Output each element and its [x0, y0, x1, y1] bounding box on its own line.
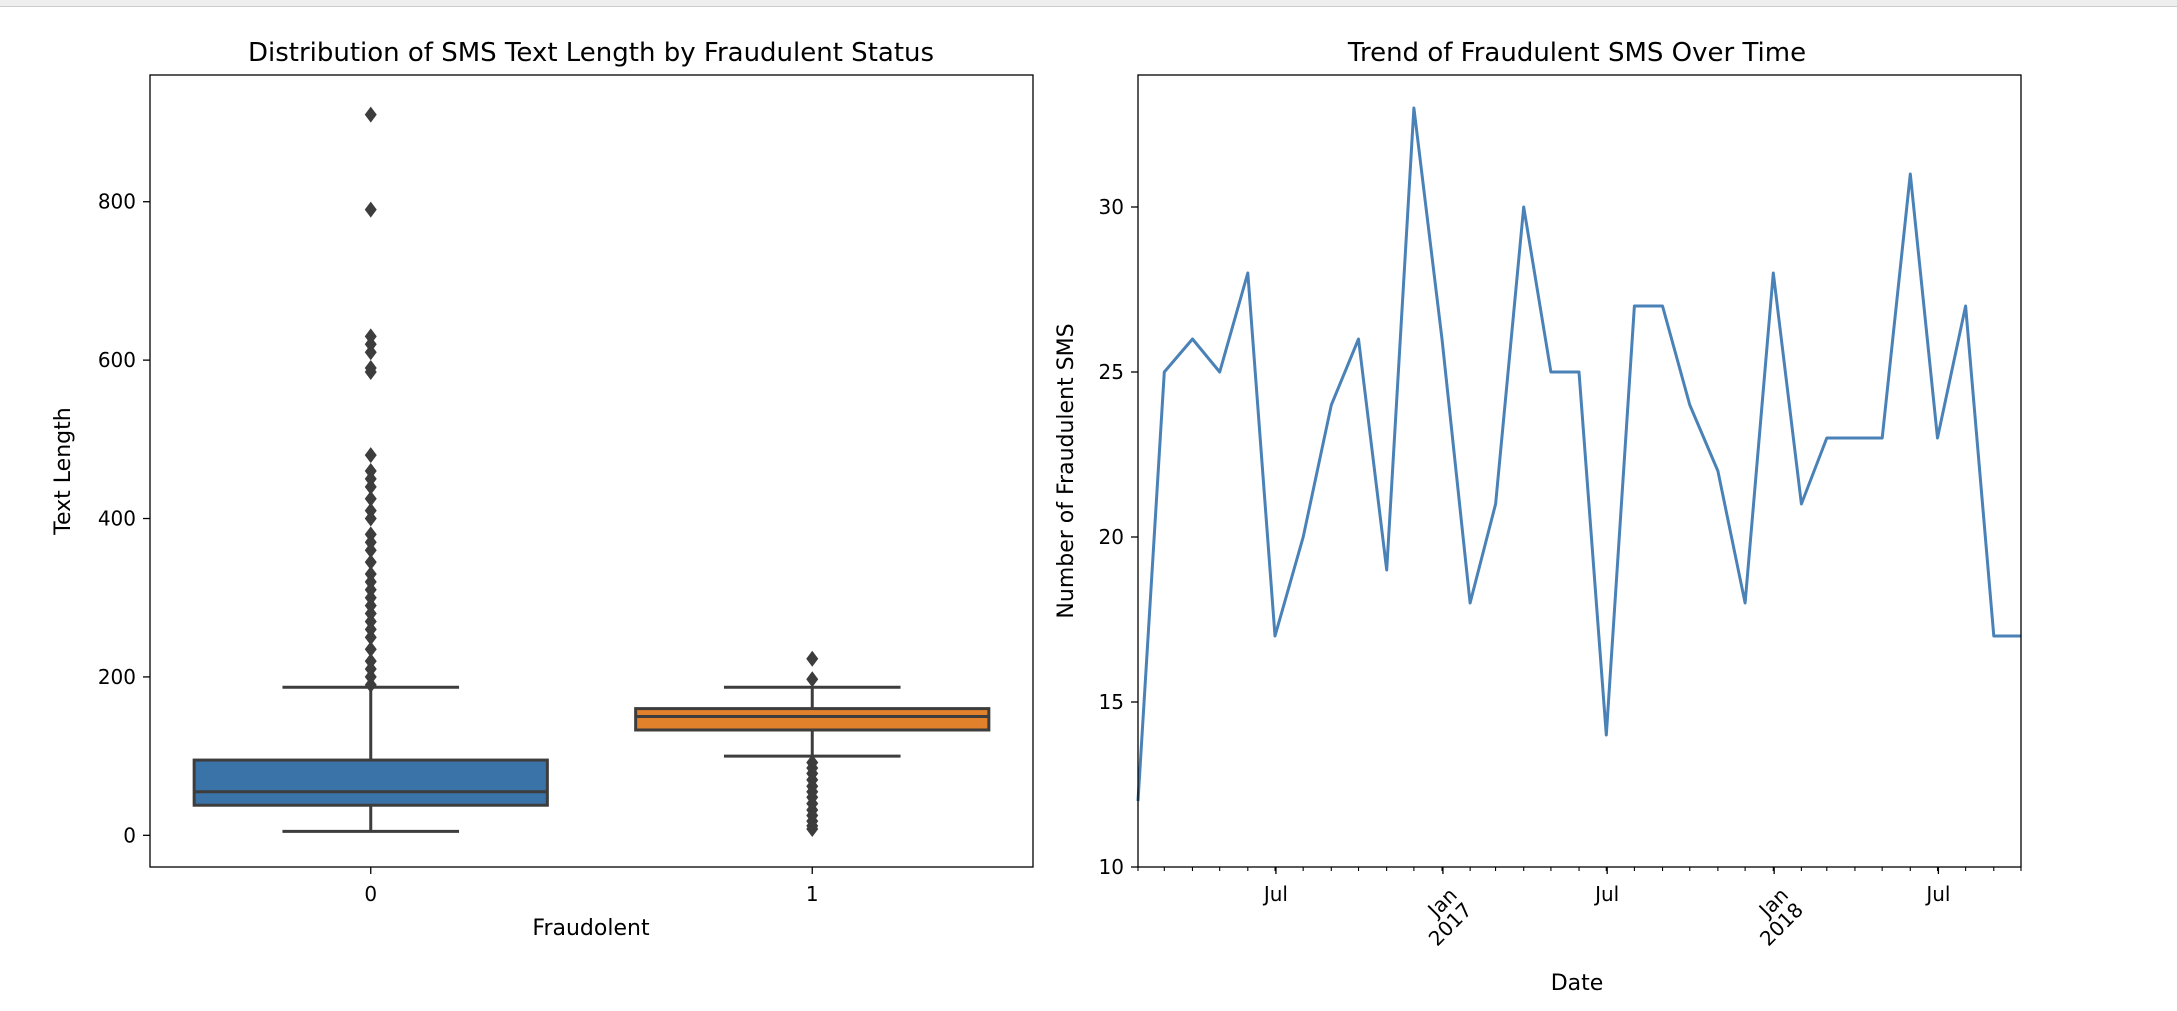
- y-tick-label: 600: [98, 348, 136, 372]
- y-tick-label: 400: [98, 507, 136, 531]
- outlier-point: [364, 106, 377, 123]
- box-iqr: [192, 758, 549, 807]
- trend-title: Trend of Fraudulent SMS Over Time: [1347, 38, 1806, 68]
- x-tick-label: Jan2017: [1409, 883, 1477, 951]
- x-tick-label: Jul: [1593, 882, 1619, 906]
- y-tick-label: 25: [1099, 360, 1124, 384]
- box-group-1: [634, 650, 991, 837]
- trend-series-line: [1136, 106, 2021, 802]
- x-tick-label: 0: [364, 882, 377, 906]
- x-tick-label: 1: [806, 882, 819, 906]
- box-iqr: [634, 707, 991, 732]
- notebook-output-top-border: [0, 0, 2177, 7]
- x-tick-label: Jan2018: [1740, 883, 1808, 951]
- y-tick-label: 800: [98, 190, 136, 214]
- outlier-point: [806, 671, 819, 688]
- outlier-point: [364, 328, 377, 345]
- outlier-point: [364, 641, 377, 658]
- trend-chart: Trend of Fraudulent SMS Over Time Jul Jan…: [1054, 38, 2022, 996]
- outlier-point: [364, 463, 377, 479]
- outlier-point: [806, 650, 819, 667]
- y-tick-label: 30: [1099, 195, 1124, 219]
- y-tick-label: 200: [98, 665, 136, 689]
- y-tick-label: 10: [1099, 855, 1124, 879]
- boxplot-y-axis-label: Text Length: [51, 407, 76, 535]
- outlier-point: [364, 490, 377, 507]
- boxplot-x-axis-label: Fraudolent: [532, 916, 650, 941]
- outlier-point: [364, 554, 377, 571]
- boxplot-chart: Distribution of SMS Text Length by Fraud…: [51, 38, 1034, 941]
- trend-x-axis-label: Date: [1551, 971, 1604, 996]
- outlier-point: [364, 447, 377, 464]
- y-tick-label: 20: [1099, 525, 1124, 549]
- outlier-point: [364, 201, 377, 218]
- box-group-0: [192, 106, 549, 833]
- x-tick-label: Jul: [1262, 882, 1288, 906]
- boxplot-axes-frame: [149, 74, 1034, 868]
- outlier-point: [806, 754, 819, 771]
- outlier-point: [364, 502, 377, 519]
- outlier-point: [364, 565, 377, 582]
- boxplot-title: Distribution of SMS Text Length by Fraud…: [248, 38, 934, 68]
- y-tick-label: 15: [1099, 690, 1124, 714]
- trend-axes-frame: [1137, 74, 2022, 868]
- trend-y-axis-label: Number of Fraudulent SMS: [1054, 323, 1079, 618]
- outlier-point: [364, 653, 377, 670]
- outlier-point: [364, 360, 377, 377]
- outlier-point: [364, 526, 377, 543]
- y-tick-label: 0: [123, 823, 136, 847]
- x-tick-label: Jul: [1924, 882, 1950, 906]
